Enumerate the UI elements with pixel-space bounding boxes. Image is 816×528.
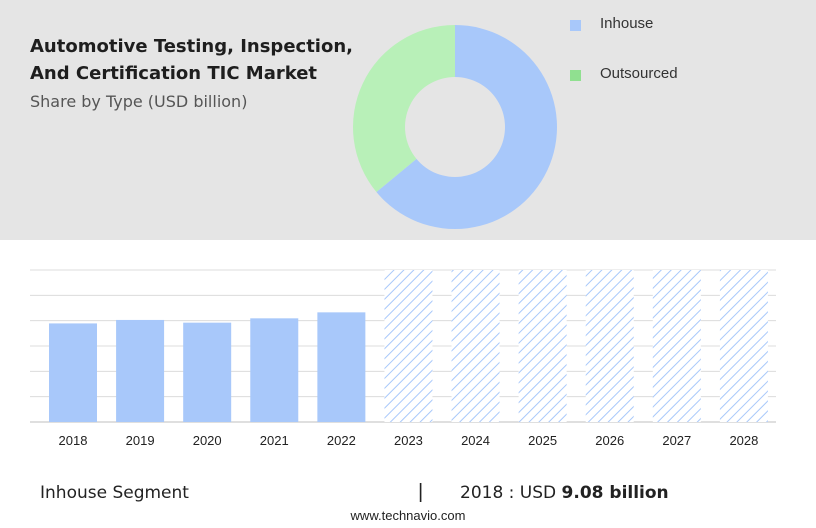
bar-2018 <box>49 323 97 422</box>
x-tick-label-2022: 2022 <box>327 433 356 448</box>
forecast-bar-2028 <box>719 270 768 422</box>
bar-2019 <box>116 319 165 422</box>
footer-separator: | <box>418 481 424 503</box>
forecast-bar-2027 <box>652 270 701 422</box>
footer-value-bold: 9.08 billion <box>561 483 669 503</box>
footer-value-prefix: 2018 : USD <box>460 483 557 503</box>
footer-segment-label: Inhouse Segment <box>40 483 189 503</box>
chart-subtitle: Share by Type (USD billion) <box>30 92 248 111</box>
legend-swatch-inhouse <box>570 20 581 31</box>
x-tick-label-2019: 2019 <box>126 433 155 448</box>
x-tick-label-2021: 2021 <box>260 433 289 448</box>
forecast-bar-2025 <box>518 270 567 422</box>
x-tick-label-2020: 2020 <box>193 433 222 448</box>
donut-chart <box>352 25 558 230</box>
x-tick-label-2026: 2026 <box>595 433 624 448</box>
bar-2022 <box>317 312 366 422</box>
x-tick-label-2024: 2024 <box>461 433 490 448</box>
forecast-bar-2023 <box>384 270 433 422</box>
forecast-bar-2026 <box>585 270 634 422</box>
x-tick-label-2025: 2025 <box>528 433 557 448</box>
legend-swatch-outsourced <box>570 70 581 81</box>
forecast-bar-2024 <box>451 270 500 422</box>
x-tick-label-2023: 2023 <box>394 433 423 448</box>
bar-chart: 2018 2019 2020 2021 2022 2023 2024 2025 2026 2027… <box>30 269 776 448</box>
legend-label-inhouse: Inhouse <box>600 15 654 32</box>
x-tick-label-2027: 2027 <box>662 433 691 448</box>
x-tick-label-2028: 2028 <box>729 433 758 448</box>
bar-2020 <box>183 322 232 422</box>
legend-label-outsourced: Outsourced <box>600 65 678 82</box>
donut-slice-inhouse <box>376 25 558 230</box>
bar-2021 <box>250 318 299 422</box>
footer-value: 2018 : USD 9.08 billion <box>460 483 669 503</box>
x-tick-label-2018: 2018 <box>59 433 88 448</box>
chart-title: Automotive Testing, Inspection, And Cert… <box>30 36 353 84</box>
donut-slice-outsourced <box>352 25 455 193</box>
source-link[interactable]: www.technavio.com <box>350 508 466 523</box>
